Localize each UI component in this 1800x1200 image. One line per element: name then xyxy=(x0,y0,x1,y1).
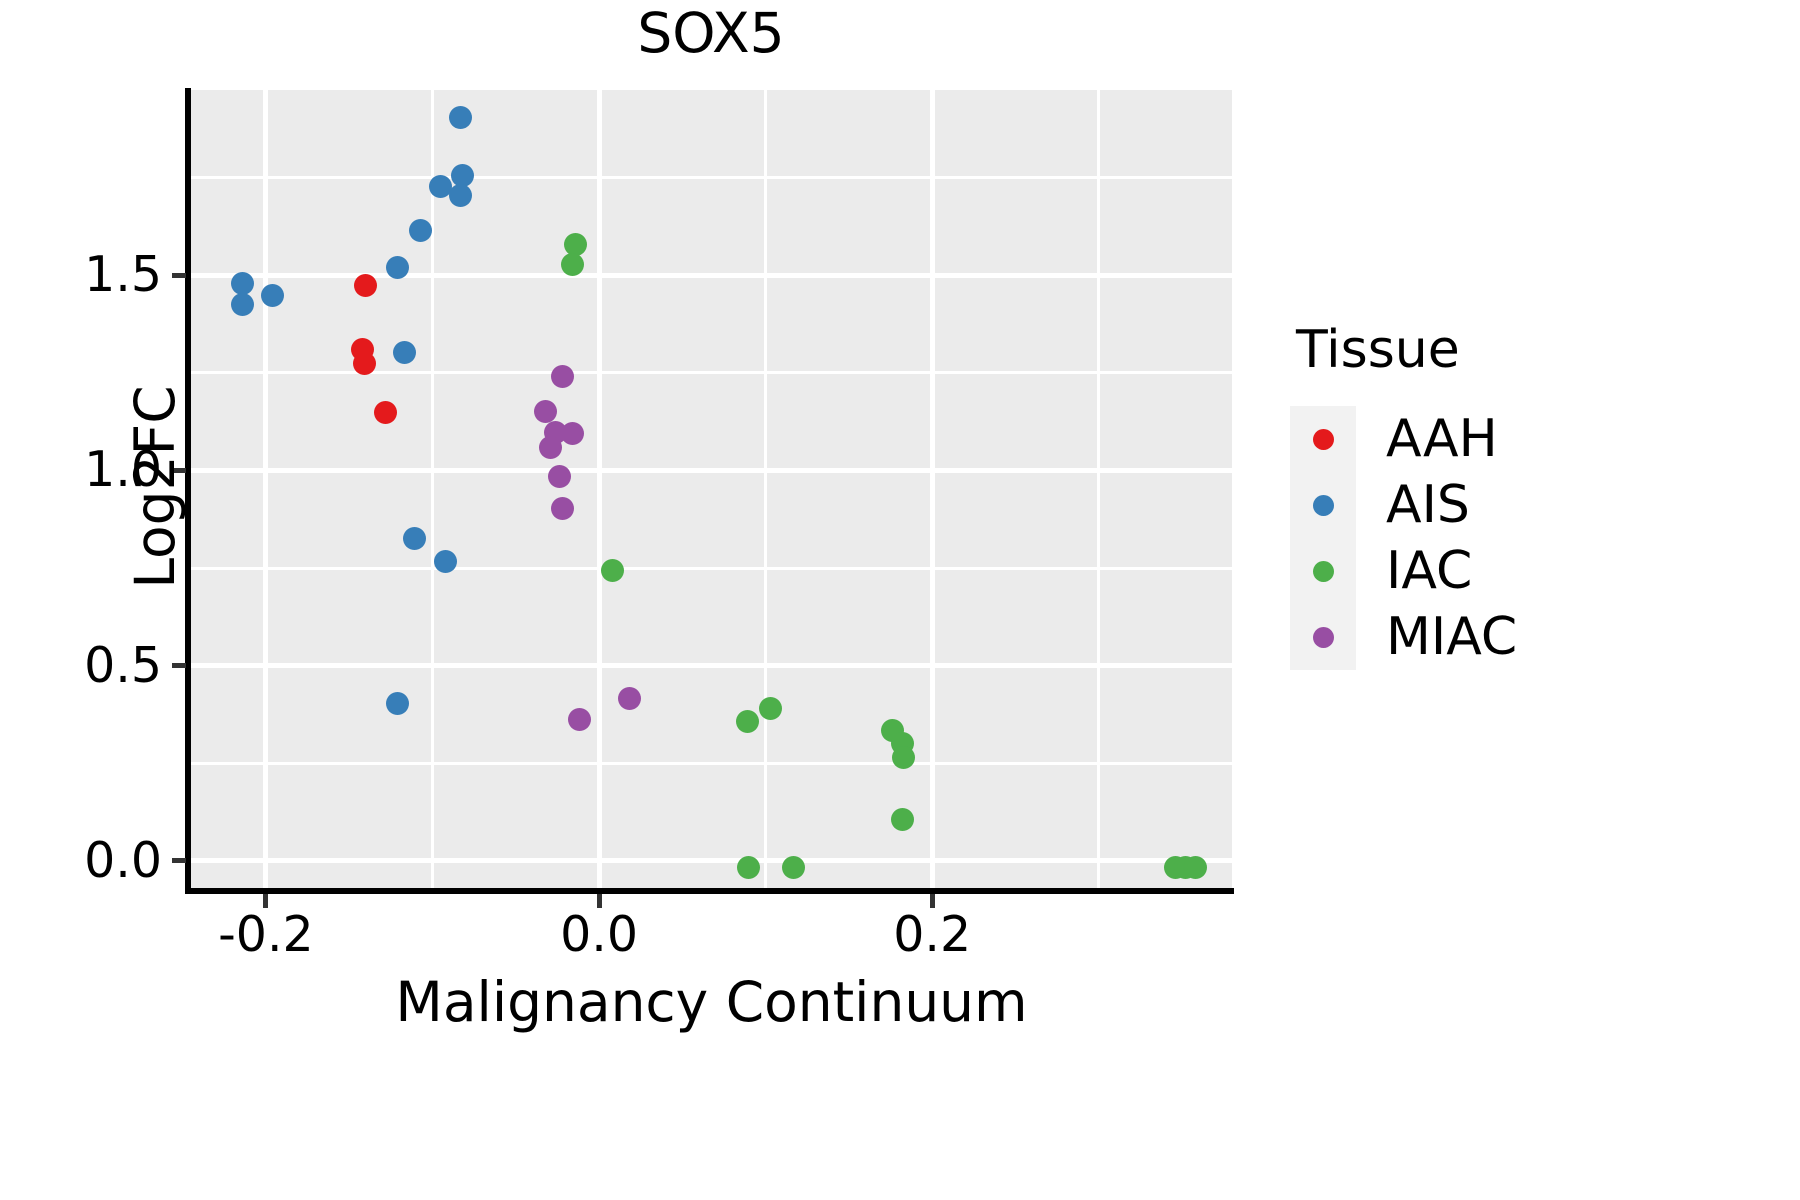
y-tick-label: 0.0 xyxy=(84,831,162,889)
x-tick-mark xyxy=(596,894,602,908)
y-tick-mark xyxy=(172,467,186,473)
data-point-ais xyxy=(449,183,473,207)
gridline-minor-horizontal xyxy=(191,566,1232,570)
gridline-major-horizontal xyxy=(191,272,1232,278)
y-axis-label: Log2FC xyxy=(123,385,187,589)
data-point-miac xyxy=(560,421,584,445)
gridline-minor-vertical xyxy=(1097,90,1101,890)
gridline-minor-horizontal xyxy=(191,176,1232,180)
data-point-iac xyxy=(892,745,916,769)
data-point-ais xyxy=(450,164,474,188)
plot-panel xyxy=(191,90,1232,890)
data-point-ais xyxy=(231,271,255,295)
y-tick-label: 0.5 xyxy=(84,636,162,694)
data-point-iac xyxy=(782,856,806,880)
legend-item-label: MIAC xyxy=(1386,607,1518,667)
gridline-minor-horizontal xyxy=(191,761,1232,765)
data-point-miac xyxy=(550,364,574,388)
data-point-iac xyxy=(1183,856,1207,880)
data-point-ais xyxy=(386,256,410,280)
x-tick-label: 0.0 xyxy=(560,906,639,963)
legend-item-label: IAC xyxy=(1386,541,1473,601)
data-point-miac xyxy=(539,436,563,460)
gridline-major-horizontal xyxy=(191,663,1232,669)
y-axis-line xyxy=(185,88,191,894)
y-tick-mark xyxy=(172,858,186,864)
gridline-major-vertical xyxy=(263,90,269,890)
data-point-ais xyxy=(402,527,426,551)
data-point-aah xyxy=(354,273,378,297)
data-point-ais xyxy=(429,174,453,198)
legend-item-label: AIS xyxy=(1386,475,1470,535)
dot-marker-icon xyxy=(1290,604,1356,670)
data-point-ais xyxy=(409,218,433,242)
x-tick-mark xyxy=(929,894,935,908)
data-point-iac xyxy=(759,697,783,721)
dot-marker-icon xyxy=(1290,472,1356,538)
data-point-iac xyxy=(737,856,761,880)
data-point-ais xyxy=(261,284,285,308)
legend-marker-dot xyxy=(1312,560,1334,582)
legend-marker-dot xyxy=(1312,428,1334,450)
legend-title: Tissue xyxy=(1296,320,1460,380)
data-point-iac xyxy=(600,558,624,582)
dot-marker-icon xyxy=(1290,538,1356,604)
x-tick-label: 0.2 xyxy=(893,906,972,963)
legend-item-aah[interactable]: AAH xyxy=(1290,406,1710,472)
gridline-minor-vertical xyxy=(764,90,768,890)
data-point-miac xyxy=(550,497,574,521)
data-point-ais xyxy=(434,549,458,573)
data-point-ais xyxy=(449,105,473,129)
gridline-minor-horizontal xyxy=(191,371,1232,375)
data-point-iac xyxy=(560,252,584,276)
legend-marker-dot xyxy=(1312,626,1334,648)
gridline-major-vertical xyxy=(596,90,602,890)
legend-item-miac[interactable]: MIAC xyxy=(1290,604,1710,670)
data-point-iac xyxy=(564,233,588,257)
legend-item-label: AAH xyxy=(1386,409,1498,469)
y-tick-mark xyxy=(172,663,186,669)
x-tick-label: -0.2 xyxy=(218,906,314,963)
legend-item-iac[interactable]: IAC xyxy=(1290,538,1710,604)
gridline-minor-vertical xyxy=(431,90,434,890)
x-axis-line xyxy=(185,888,1234,894)
y-tick-label: 1.0 xyxy=(84,441,162,499)
y-tick-label: 1.5 xyxy=(84,246,162,304)
data-point-miac xyxy=(567,707,591,731)
gridline-major-horizontal xyxy=(191,467,1232,473)
data-point-miac xyxy=(617,687,641,711)
data-point-iac xyxy=(735,709,759,733)
x-tick-mark xyxy=(263,894,269,908)
page-title: SOX5 xyxy=(637,1,785,65)
gridline-major-vertical xyxy=(929,90,935,890)
legend-items: AAH AIS IAC MIAC xyxy=(1290,406,1710,670)
data-point-miac xyxy=(547,464,571,488)
dot-marker-icon xyxy=(1290,406,1356,472)
x-axis-label: Malignancy Continuum xyxy=(395,970,1028,1034)
legend-marker-dot xyxy=(1312,494,1334,516)
data-point-ais xyxy=(392,341,416,365)
data-point-iac xyxy=(890,808,914,832)
data-point-ais xyxy=(231,293,255,317)
legend-item-ais[interactable]: AIS xyxy=(1290,472,1710,538)
data-point-miac xyxy=(534,399,558,423)
legend: Tissue AAH AIS IAC MIAC xyxy=(1290,320,1710,670)
y-tick-mark xyxy=(172,272,186,278)
data-point-aah xyxy=(374,401,398,425)
data-point-ais xyxy=(386,692,410,716)
data-point-aah xyxy=(352,351,376,375)
gridline-major-horizontal xyxy=(191,858,1232,864)
